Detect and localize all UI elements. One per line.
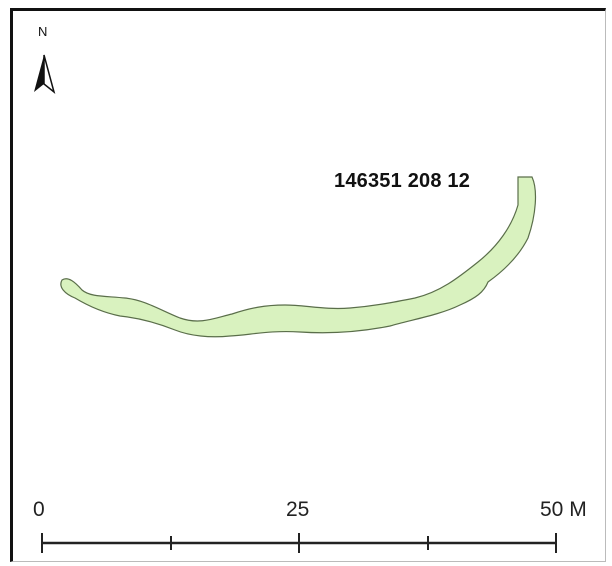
north-arrow-icon [34, 54, 56, 95]
feature-label: 146351 208 12 [334, 170, 471, 192]
map-feature-polygon[interactable] [60, 176, 537, 338]
north-arrow-letter: N [38, 24, 48, 39]
map-frame [10, 8, 606, 562]
scale-label-25: 25 [286, 498, 310, 521]
scale-bar [41, 533, 557, 553]
scale-label-0: 0 [33, 498, 45, 521]
scale-label-50: 50 M [540, 498, 587, 521]
